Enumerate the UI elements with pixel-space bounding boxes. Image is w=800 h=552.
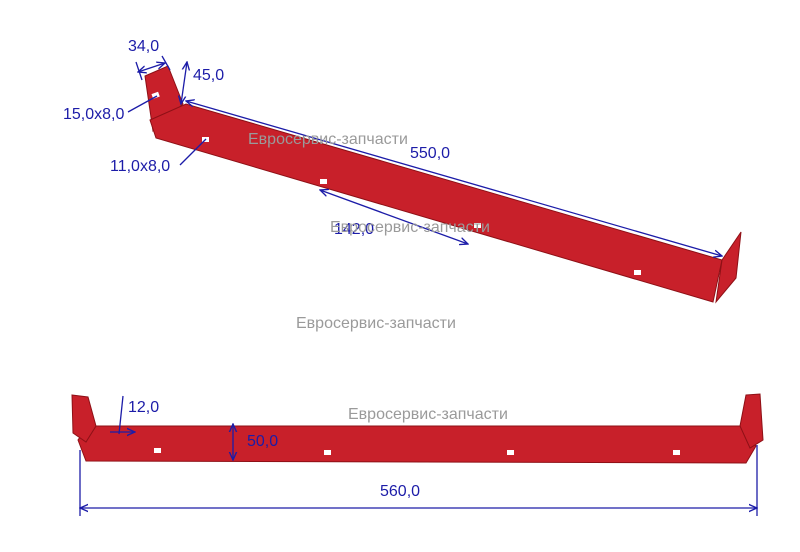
watermark: Евросервис-запчасти (296, 315, 456, 332)
dimension-label: 50,0 (247, 433, 278, 450)
dimension-label: 11,0x8,0 (110, 158, 170, 175)
dimension-label: 15,0x8,0 (63, 106, 124, 123)
watermark: Евросервис-запчасти (248, 131, 408, 148)
dimension-label: 560,0 (380, 483, 420, 500)
dimension-label: 45,0 (193, 67, 224, 84)
part-bottom (71, 393, 764, 464)
watermark: Евросервис-запчасти (330, 219, 490, 236)
dimensions-top (127, 55, 722, 256)
dimension-label: 34,0 (128, 38, 159, 55)
dimension-label: 12,0 (128, 399, 159, 416)
watermark: Евросервис-запчасти (348, 406, 508, 423)
dimension-label: 550,0 (410, 145, 450, 162)
dimensions-bottom (80, 395, 757, 516)
dimension-label: 142,0 (334, 221, 374, 238)
